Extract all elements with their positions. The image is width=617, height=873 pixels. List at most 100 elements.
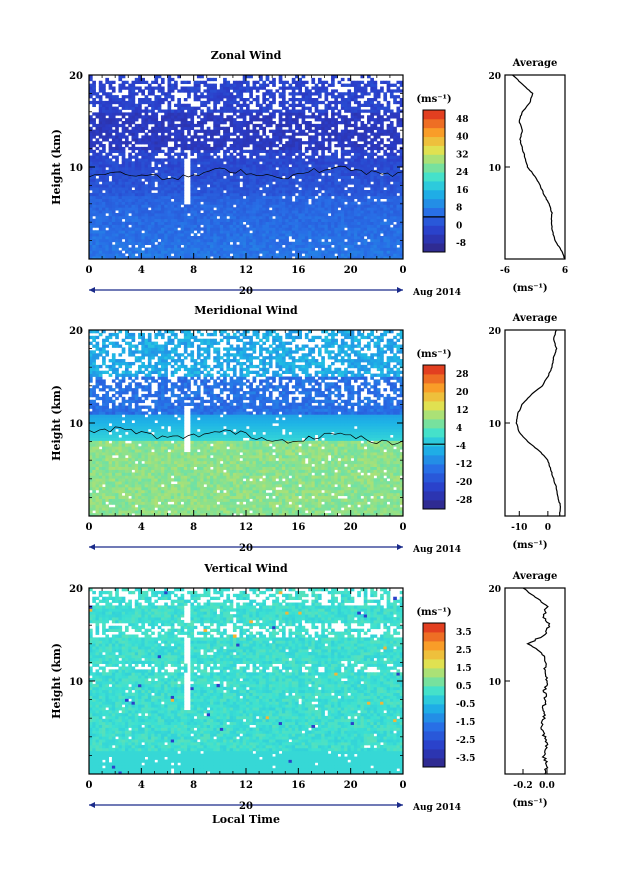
heatmap-cell xyxy=(363,175,368,179)
heatmap-cell xyxy=(317,244,322,248)
heatmap-cell xyxy=(360,92,365,96)
heatmap-cell xyxy=(102,121,106,125)
heatmap-cell xyxy=(177,218,181,223)
heatmap-cell xyxy=(216,187,221,191)
heatmap-cell xyxy=(124,204,129,208)
heatmap-cell xyxy=(324,204,329,208)
heatmap-cell xyxy=(183,98,188,102)
heatmap-cell xyxy=(102,158,106,162)
heatmap-cell xyxy=(337,80,342,85)
heatmap-cell xyxy=(193,253,198,257)
heatmap-cell xyxy=(147,141,152,145)
heatmap-cell xyxy=(95,224,100,228)
heatmap-cell xyxy=(157,230,162,234)
heatmap-cell xyxy=(262,132,267,136)
heatmap-cell xyxy=(370,118,374,122)
heatmap-cell xyxy=(370,86,374,90)
heatmap-cell xyxy=(324,230,329,234)
heatmap-cell xyxy=(213,164,217,168)
heatmap-cell xyxy=(399,138,404,142)
heatmap-cell xyxy=(380,184,384,188)
heatmap-cell xyxy=(124,106,129,110)
heatmap-cell xyxy=(170,178,175,182)
heatmap-cell xyxy=(160,92,165,96)
heatmap-cell xyxy=(265,233,270,237)
heatmap-cell xyxy=(111,192,116,197)
heatmap-cell xyxy=(340,238,345,243)
heatmap-cell xyxy=(363,244,368,248)
heatmap-cell xyxy=(196,247,201,251)
heatmap-cell xyxy=(340,241,345,246)
heatmap-cell xyxy=(164,164,168,168)
heatmap-cell xyxy=(187,236,191,240)
heatmap-cell xyxy=(160,169,165,174)
heatmap-cell xyxy=(393,100,397,105)
heatmap-cell xyxy=(295,207,299,211)
heatmap-cell xyxy=(344,172,348,177)
heatmap-cell xyxy=(304,169,309,174)
heatmap-cell xyxy=(357,169,361,174)
heatmap-cell xyxy=(340,210,345,214)
heatmap-cell xyxy=(124,172,129,177)
heatmap-cell xyxy=(295,132,299,136)
heatmap-cell xyxy=(298,195,302,200)
heatmap-cell xyxy=(396,175,401,179)
heatmap-cell xyxy=(363,141,368,145)
heatmap-cell xyxy=(278,204,283,208)
heatmap-cell xyxy=(128,241,132,246)
heatmap-cell xyxy=(301,158,306,162)
heatmap-cell xyxy=(265,224,270,228)
heatmap-cell xyxy=(141,256,145,260)
heatmap-cell xyxy=(278,210,283,214)
heatmap-cell xyxy=(268,103,273,108)
heatmap-cell xyxy=(272,161,276,165)
heatmap-cell xyxy=(157,207,162,211)
heatmap-cell xyxy=(213,215,217,220)
heatmap-cell xyxy=(334,224,338,228)
heatmap-cell xyxy=(223,155,227,159)
heatmap-cell xyxy=(196,121,201,125)
heatmap-cell xyxy=(144,80,149,85)
heatmap-cell xyxy=(141,118,145,122)
heatmap-cell xyxy=(242,98,247,102)
heatmap-cell xyxy=(370,215,374,220)
heatmap-cell xyxy=(301,192,306,197)
heatmap-cell xyxy=(226,204,231,208)
heatmap-cell xyxy=(226,233,231,237)
heatmap-cell xyxy=(252,83,257,87)
heatmap-cell xyxy=(223,250,227,254)
heatmap-cell xyxy=(105,207,110,211)
heatmap-cell xyxy=(167,230,172,234)
heatmap-cell xyxy=(190,221,195,225)
heatmap-cell xyxy=(232,109,237,113)
heatmap-cell xyxy=(311,215,316,220)
heatmap-cell xyxy=(331,83,335,87)
heatmap-cell xyxy=(115,144,119,148)
heatmap-cell xyxy=(272,169,276,174)
heatmap-cell xyxy=(236,123,240,128)
heatmap-cell xyxy=(210,244,214,248)
heatmap-cell xyxy=(389,230,394,234)
heatmap-cell xyxy=(92,161,96,165)
heatmap-cell xyxy=(183,227,188,231)
heatmap-cell xyxy=(281,256,286,260)
heatmap-cell xyxy=(157,210,162,214)
heatmap-cell xyxy=(396,95,401,99)
heatmap-cell xyxy=(108,132,113,136)
heatmap-cell xyxy=(98,115,103,119)
heatmap-cell xyxy=(288,181,293,185)
heatmap-cell xyxy=(121,135,126,139)
heatmap-cell xyxy=(288,192,293,197)
heatmap-cell xyxy=(164,112,168,116)
heatmap-cell xyxy=(353,106,358,110)
heatmap-cell xyxy=(89,158,93,162)
heatmap-cell xyxy=(370,146,374,151)
heatmap-cell xyxy=(213,221,217,225)
heatmap-cell xyxy=(219,201,224,205)
heatmap-cell xyxy=(216,201,221,205)
heatmap-cell xyxy=(327,215,332,220)
heatmap-cell xyxy=(177,181,181,185)
heatmap-cell xyxy=(111,184,116,188)
heatmap-cell xyxy=(327,256,332,260)
heatmap-cell xyxy=(396,233,401,237)
